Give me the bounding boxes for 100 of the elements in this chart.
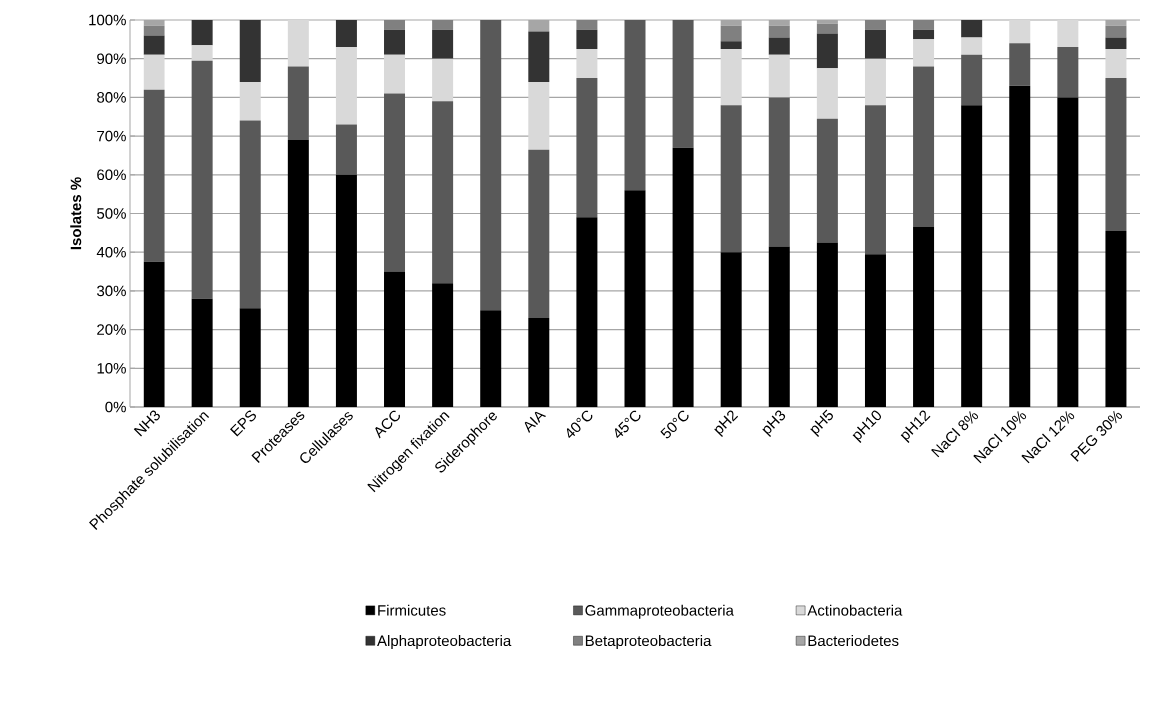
bar: [1009, 20, 1031, 44]
bar: [432, 101, 454, 284]
bar: [287, 139, 309, 407]
bar: [528, 31, 550, 82]
bar: [384, 54, 406, 94]
y-tick-label: 60%: [97, 169, 126, 181]
bar: [913, 29, 935, 40]
bar: [768, 25, 790, 38]
bar: [528, 149, 550, 318]
bar: [864, 254, 886, 407]
bar: [1105, 230, 1127, 407]
bar: [672, 20, 694, 148]
y-axis-title: Isolates %: [70, 177, 82, 250]
bar: [624, 190, 646, 407]
legend-label: Alphaproteobacteria: [377, 635, 512, 650]
bar: [1105, 78, 1127, 231]
bar: [672, 147, 694, 407]
bar: [816, 33, 838, 69]
bar: [143, 54, 165, 90]
bar: [913, 66, 935, 228]
bar: [191, 60, 213, 299]
bar: [239, 20, 261, 82]
bar: [384, 271, 406, 407]
bar: [335, 47, 357, 125]
bar: [143, 25, 165, 36]
bar: [768, 246, 790, 407]
bar: [335, 174, 357, 407]
legend-label: Firmicutes: [378, 604, 446, 616]
bar: [1057, 47, 1079, 98]
bar: [720, 41, 742, 50]
bar: [191, 45, 213, 61]
bar: [480, 310, 502, 407]
bar: [432, 20, 454, 30]
bar: [1057, 20, 1079, 48]
bar: [720, 49, 742, 106]
bar: [1009, 85, 1031, 407]
bar: [528, 81, 550, 150]
bar: [864, 20, 886, 30]
bar: [239, 308, 261, 407]
bar: [576, 78, 598, 218]
bar: [1105, 37, 1127, 50]
x-tick-label: AIA: [524, 411, 547, 434]
legend-label: Gammaproteobacteria: [585, 604, 734, 619]
bar: [384, 29, 406, 55]
bar: [432, 29, 454, 59]
bar: [384, 93, 406, 272]
bar: [287, 66, 309, 140]
bar: [816, 242, 838, 407]
bar: [191, 298, 213, 407]
bar: [239, 120, 261, 309]
bar: [913, 39, 935, 67]
legend-label: Actinobacteria: [807, 604, 903, 616]
bar: [720, 252, 742, 407]
bar: [961, 54, 983, 106]
y-tick-label: 70%: [97, 130, 126, 142]
bar: [576, 29, 598, 50]
bar: [576, 49, 598, 79]
bar: [143, 89, 165, 262]
bar: [768, 37, 790, 55]
y-tick-label: 20%: [97, 324, 126, 335]
bar: [287, 20, 309, 67]
y-tick-label: 80%: [97, 92, 126, 103]
bar: [816, 23, 838, 34]
bar: [1057, 97, 1079, 407]
bar: [768, 54, 790, 98]
bar: [1009, 43, 1031, 86]
bar: [1105, 49, 1127, 79]
legend-label: Betaproteobacteria: [585, 635, 712, 650]
bar: [913, 227, 935, 407]
bar: [191, 20, 213, 46]
bar: [143, 261, 165, 407]
bar: [720, 25, 742, 42]
y-tick-label: 0%: [105, 401, 126, 413]
bar: [720, 105, 742, 253]
bar: [624, 20, 646, 191]
bar: [768, 97, 790, 247]
bar: [239, 81, 261, 121]
bar: [335, 20, 357, 48]
bar: [480, 20, 502, 311]
y-tick-label: 90%: [97, 53, 126, 64]
y-tick-label: 100%: [89, 14, 126, 26]
bar: [864, 29, 886, 59]
bar: [816, 68, 838, 119]
bar: [335, 124, 357, 175]
bar: [432, 58, 454, 102]
bar: [576, 217, 598, 407]
bar: [528, 317, 550, 407]
y-tick-label: 40%: [96, 246, 126, 258]
y-tick-label: 50%: [97, 208, 126, 219]
y-tick-label: 10%: [97, 362, 126, 374]
bar: [1105, 25, 1127, 38]
bar: [576, 20, 598, 30]
bar: [961, 20, 983, 38]
bar: [961, 105, 983, 407]
bar: [143, 35, 165, 55]
bar: [913, 20, 935, 30]
bar: [864, 105, 886, 255]
legend-label: Bacteriodetes: [808, 635, 899, 647]
bar: [864, 58, 886, 106]
bar: [961, 37, 983, 55]
